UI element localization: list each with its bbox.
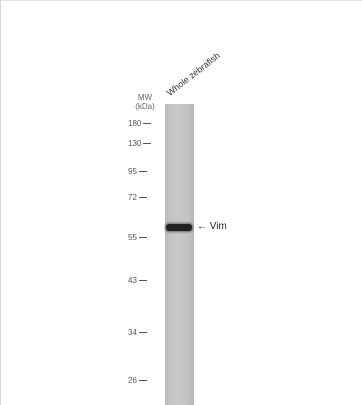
mw-title-line1: MW [137, 93, 153, 102]
band-annotation: ← Vim [197, 221, 227, 232]
marker-tick [138, 380, 147, 382]
marker-43: 43 [128, 276, 147, 285]
marker-tick [138, 237, 147, 239]
mw-title-line2: (kDa) [135, 102, 155, 111]
marker-value: 26 [128, 376, 137, 385]
marker-55: 55 [128, 233, 147, 242]
marker-value: 72 [128, 193, 137, 202]
marker-tick [138, 280, 147, 282]
marker-value: 34 [128, 328, 137, 337]
marker-tick [143, 123, 152, 125]
marker-180: 180 [128, 119, 152, 128]
marker-tick [138, 171, 147, 173]
marker-tick [138, 197, 147, 199]
marker-72: 72 [128, 193, 147, 202]
marker-tick [138, 332, 147, 334]
marker-value: 95 [128, 167, 137, 176]
marker-tick [143, 143, 152, 145]
marker-130: 130 [128, 139, 152, 148]
band-label: Vim [209, 221, 227, 232]
marker-95: 95 [128, 167, 147, 176]
mw-title: MW (kDa) [131, 93, 159, 111]
marker-value: 55 [128, 233, 137, 242]
vim-band [166, 224, 192, 231]
marker-value: 130 [128, 139, 142, 148]
blot-lane [165, 104, 194, 405]
marker-34: 34 [128, 328, 147, 337]
marker-26: 26 [128, 376, 147, 385]
marker-value: 43 [128, 276, 137, 285]
marker-value: 180 [128, 119, 142, 128]
left-arrow-icon: ← [197, 221, 207, 232]
